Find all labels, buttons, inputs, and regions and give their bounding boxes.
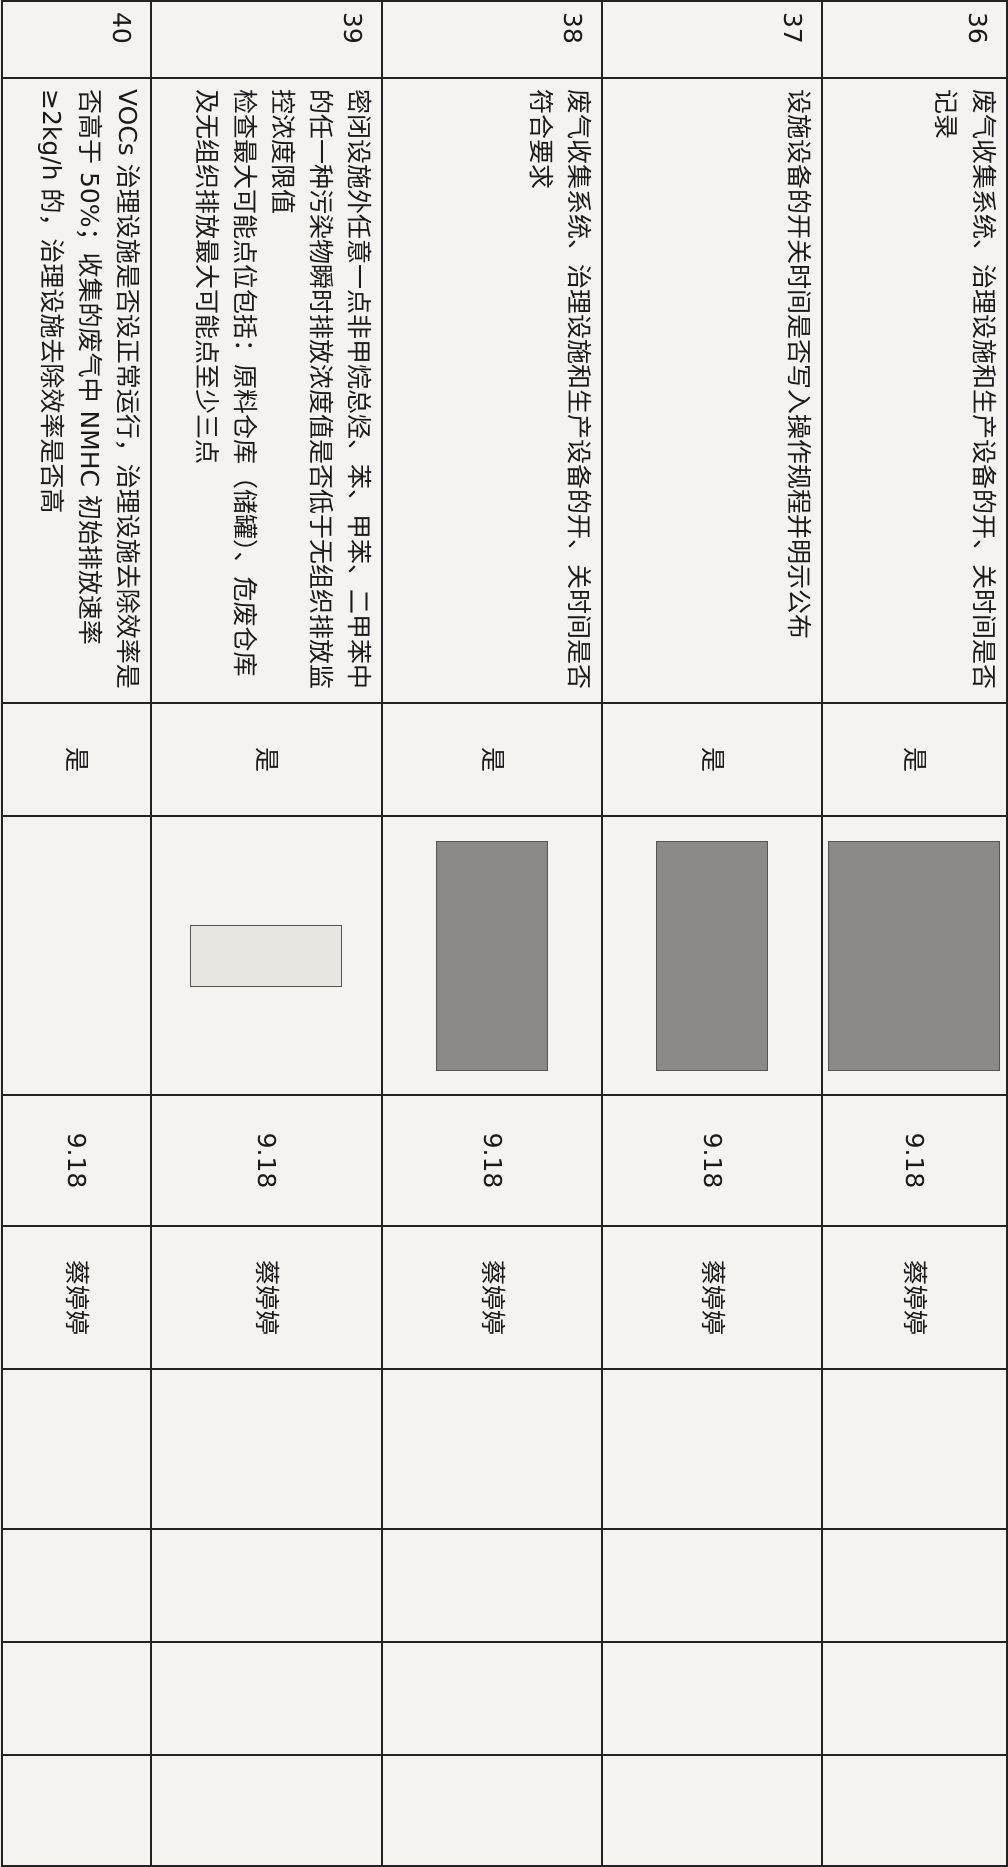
table-row: 36 废气收集系统、治理设施和生产设备的开、关时间是否记录是 9.18 蔡婷婷 [822, 1, 1007, 1866]
empty-cell [382, 1642, 602, 1755]
check-result: 是 [382, 703, 602, 816]
empty-cell [151, 1369, 382, 1529]
content-text: 检查最大可能点位包括：原料仓库（储罐）、危废仓库及无组织排放最大可能点至少三点 [192, 89, 259, 677]
item-content: 废气收集系统、治理设施和生产设备的开、关时间是否符合要求 [382, 78, 602, 703]
row-number: 37 [602, 1, 822, 78]
empty-cell [382, 1529, 602, 1642]
person: 蔡婷婷 [151, 1226, 382, 1369]
table-row: 39 密闭设施外任意一点非甲烷总烃、苯、甲苯、二甲苯中的任一种污染物瞬时排放浓度值… [151, 1, 382, 1866]
photo-evidence [828, 840, 1001, 1071]
content-text: 设施设备的开关时间是否写入操作规程并明示公布 [784, 89, 813, 640]
photo-cell [602, 816, 822, 1095]
empty-cell [2, 1755, 151, 1866]
table-row: 40 VOCs 治理设施是否设正常运行，治理设施去除效率是否高于 50%；收集的废… [2, 1, 151, 1866]
check-result: 是 [2, 703, 151, 816]
date: 9.18 [151, 1095, 382, 1226]
row-number: 40 [2, 1, 151, 78]
photo-evidence [436, 840, 548, 1071]
empty-cell [2, 1369, 151, 1529]
empty-cell [2, 1642, 151, 1755]
empty-cell [382, 1369, 602, 1529]
photo-evidence [656, 840, 768, 1071]
row-number: 36 [822, 1, 1007, 78]
table-row: 37 设施设备的开关时间是否写入操作规程并明示公布是 9.18 蔡婷婷 [602, 1, 822, 1866]
date: 9.18 [602, 1095, 822, 1226]
photo-cell [151, 816, 382, 1095]
table-row: 38 废气收集系统、治理设施和生产设备的开、关时间是否符合要求是 9.18 蔡婷婷 [382, 1, 602, 1866]
content-text: 废气收集系统、治理设施和生产设备的开、关时间是否记录 [931, 89, 998, 690]
empty-cell [151, 1642, 382, 1755]
item-content: 废气收集系统、治理设施和生产设备的开、关时间是否记录 [822, 78, 1007, 703]
person: 蔡婷婷 [602, 1226, 822, 1369]
empty-cell [602, 1642, 822, 1755]
item-content: 设施设备的开关时间是否写入操作规程并明示公布 [602, 78, 822, 703]
date: 9.18 [822, 1095, 1007, 1226]
person: 蔡婷婷 [822, 1226, 1007, 1369]
photo-cell [822, 816, 1007, 1095]
empty-cell [602, 1755, 822, 1866]
date: 9.18 [382, 1095, 602, 1226]
empty-cell [602, 1529, 822, 1642]
photo-evidence [190, 924, 343, 987]
check-result: 是 [602, 703, 822, 816]
empty-cell [151, 1529, 382, 1642]
empty-cell [151, 1755, 382, 1866]
empty-cell [822, 1755, 1007, 1866]
empty-cell [822, 1642, 1007, 1755]
photo-cell [2, 816, 151, 1095]
empty-cell [822, 1529, 1007, 1642]
row-number: 39 [151, 1, 382, 78]
item-content: VOCs 治理设施是否设正常运行，治理设施去除效率是否高于 50%；收集的废气中… [2, 78, 151, 703]
item-content: 密闭设施外任意一点非甲烷总烃、苯、甲苯、二甲苯中的任一种污染物瞬时排放浓度值是否… [151, 78, 382, 703]
content-text: VOCs 治理设施是否设正常运行，治理设施去除效率是否高于 50%；收集的废气中… [37, 89, 142, 689]
check-result: 是 [151, 703, 382, 816]
check-result: 是 [822, 703, 1007, 816]
person: 蔡婷婷 [382, 1226, 602, 1369]
person: 蔡婷婷 [2, 1226, 151, 1369]
row-number: 38 [382, 1, 602, 78]
content-text: 密闭设施外任意一点非甲烷总烃、苯、甲苯、二甲苯中的任一种污染物瞬时排放浓度值是否… [268, 89, 373, 690]
content-text: 废气收集系统、治理设施和生产设备的开、关时间是否符合要求 [526, 89, 593, 690]
empty-cell [602, 1369, 822, 1529]
empty-cell [382, 1755, 602, 1866]
empty-cell [2, 1529, 151, 1642]
date: 9.18 [2, 1095, 151, 1226]
photo-cell [382, 816, 602, 1095]
empty-cell [822, 1369, 1007, 1529]
